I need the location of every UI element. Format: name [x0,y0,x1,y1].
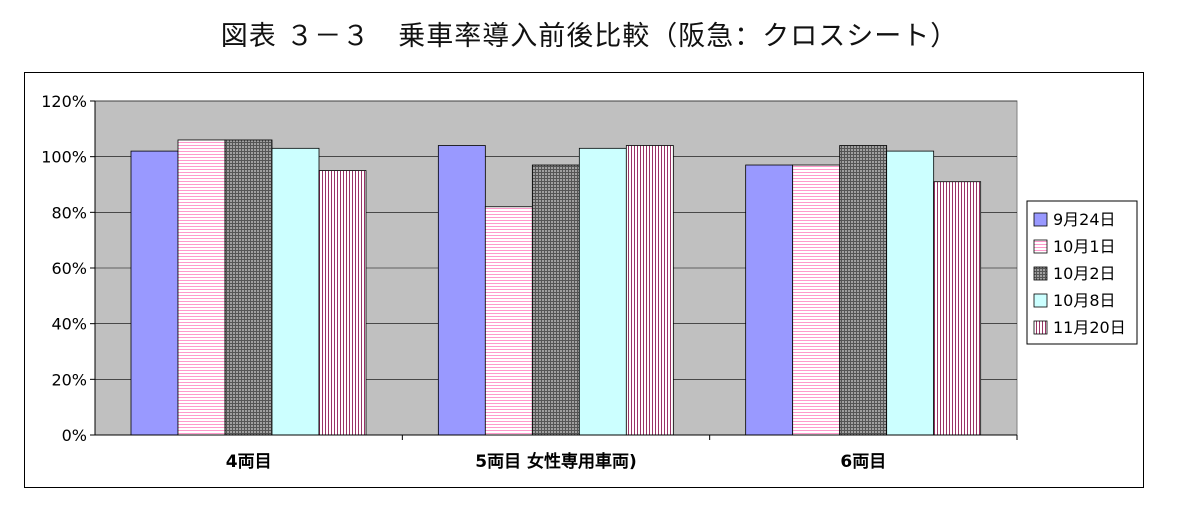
x-category-label: 4両目 [226,452,272,472]
legend-label: 10月2日 [1053,264,1116,283]
bar [177,139,226,436]
bar [224,139,273,436]
legend-swatch [1033,239,1048,254]
legend-swatch [1033,293,1048,308]
x-category-label: 6両目 [840,452,886,472]
bar [745,164,794,436]
page-title: 図表 ３－３ 乗車率導入前後比較（阪急：クロスシート） [220,21,959,52]
y-tick-label: 60% [51,259,87,278]
chart-frame: 0% 20% 40% 60% 80% 100% 120% 4両目 5両目 女性専用車両) 6両目 … [24,72,1144,488]
y-tick-label: 0% [62,426,87,445]
legend-label: 9月24日 [1053,210,1116,229]
legend-swatch [1033,266,1048,281]
legend-label: 10月1日 [1053,237,1116,256]
bar [886,150,935,436]
bar [484,206,533,436]
bar [578,147,627,436]
legend-swatch [1033,320,1048,335]
bar [839,145,888,436]
bar [625,145,674,436]
legend-label: 10月8日 [1053,291,1116,310]
bar [437,145,486,436]
bar [792,164,841,436]
legend-swatch [1033,212,1048,227]
y-tick-label: 80% [51,203,87,222]
bar [271,147,320,436]
x-category-label: 5両目 女性専用車両) [475,451,637,472]
bar [933,181,982,436]
y-tick-label: 20% [51,370,87,389]
legend-label: 11月20日 [1053,318,1126,337]
bar [531,164,580,436]
y-tick-label: 40% [51,315,87,334]
bar [130,150,179,436]
y-tick-label: 100% [41,148,87,167]
y-tick-label: 120% [41,92,87,111]
bar-chart: 0%20%40%60%80%100%120%4両目 5両目 女性専用車両) 6両目 … [41,92,1138,472]
bar [318,170,367,436]
